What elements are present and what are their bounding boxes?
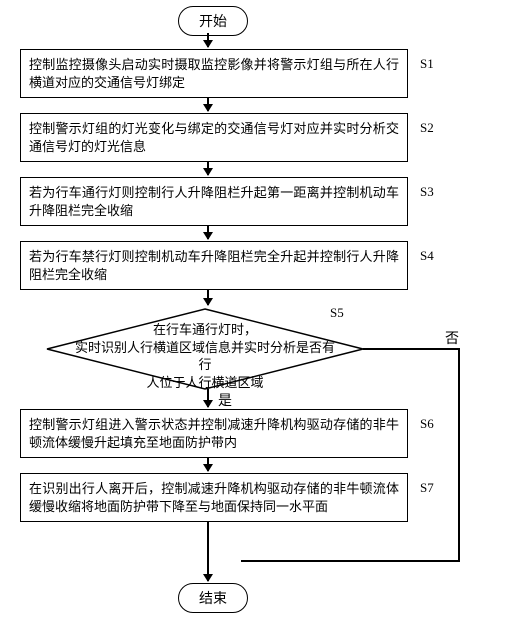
arrow-s5-s6 <box>207 389 209 407</box>
process-s4: 若为行车禁行灯则控制机动车升降阻栏完全升起并控制行人升降阻栏完全收缩 <box>20 241 408 290</box>
process-s2: 控制警示灯组的灯光变化与绑定的交通信号灯对应并实时分析交通信号灯的灯光信息 <box>20 113 408 162</box>
arrow-start-s1 <box>207 33 209 47</box>
line-no-h1 <box>363 348 460 350</box>
decision-line2: 实时识别人行横道区域信息并实时分析是否有行 <box>75 340 335 373</box>
arrow-s1-s2 <box>207 97 209 111</box>
decision-line1: 在行车通行灯时， <box>153 322 257 337</box>
arrow-s3-s4 <box>207 225 209 239</box>
arrow-s2-s3 <box>207 161 209 175</box>
arrow-s7-end <box>207 521 209 581</box>
process-s3: 若为行车通行灯则控制行人升降阻栏升起第一距离并控制机动车升降阻栏完全收缩 <box>20 177 408 226</box>
line-no-v <box>458 348 460 562</box>
line-no-h2 <box>241 560 460 562</box>
flowchart: 开始 控制监控摄像头启动实时摄取监控影像并将警示灯组与所在人行横道对应的交通信号… <box>0 0 507 627</box>
decision-text: 在行车通行灯时， 实时识别人行横道区域信息并实时分析是否有行 人位于人行横道区域 <box>75 321 335 391</box>
process-s7: 在识别出行人离开后，控制减速升降机构驱动存储的非牛顿流体缓慢收缩将地面防护带下降… <box>20 473 408 522</box>
label-s4: S4 <box>420 248 434 264</box>
decision-line3: 人位于人行横道区域 <box>146 375 263 390</box>
arrow-s6-s7 <box>207 457 209 471</box>
label-s2: S2 <box>420 120 434 136</box>
label-s6: S6 <box>420 416 434 432</box>
terminal-start: 开始 <box>178 6 248 36</box>
label-s1: S1 <box>420 56 434 72</box>
arrow-s4-s5 <box>207 289 209 305</box>
label-s7: S7 <box>420 480 434 496</box>
branch-label-no: 否 <box>445 328 459 348</box>
label-s5: S5 <box>330 305 344 321</box>
process-s1: 控制监控摄像头启动实时摄取监控影像并将警示灯组与所在人行横道对应的交通信号灯绑定 <box>20 49 408 98</box>
terminal-end: 结束 <box>178 583 248 613</box>
branch-label-yes: 是 <box>218 390 232 410</box>
process-s6: 控制警示灯组进入警示状态并控制减速升降机构驱动存储的非牛顿流体缓慢升起填充至地面… <box>20 409 408 458</box>
decision-s5: 在行车通行灯时， 实时识别人行横道区域信息并实时分析是否有行 人位于人行横道区域 <box>45 307 365 391</box>
label-s3: S3 <box>420 184 434 200</box>
